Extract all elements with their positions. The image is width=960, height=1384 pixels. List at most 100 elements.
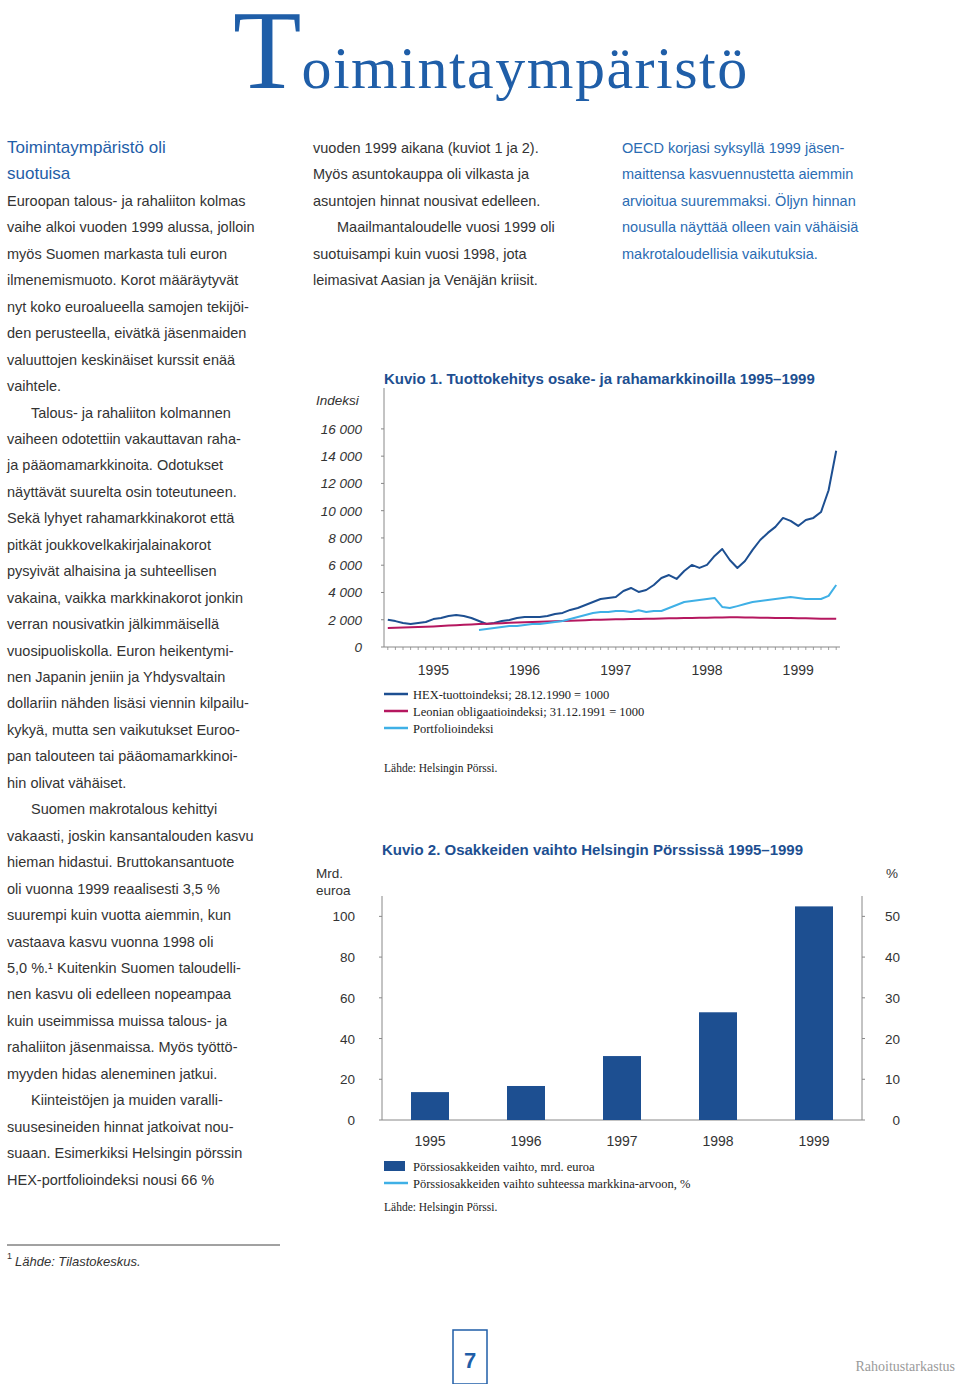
y2-axis-label: % (886, 866, 898, 881)
x-tick-label: 1997 (600, 662, 631, 678)
body-line: nyt koko euroalueella samojen tekijöi- (7, 297, 249, 317)
y2-tick-label: 20 (885, 1032, 900, 1047)
x-tick (577, 647, 578, 650)
y-tick (381, 537, 384, 538)
x-tick-label: 1999 (783, 662, 814, 678)
body-line: Kiinteistöjen ja muiden varalli- (31, 1090, 223, 1110)
x-tick (570, 647, 571, 650)
x-tick (479, 647, 480, 650)
x-tick (691, 647, 692, 650)
x-tick (433, 647, 434, 650)
bar (603, 1056, 641, 1120)
y2-axis (862, 896, 863, 1120)
y-tick-label: 12 000 (321, 476, 363, 491)
x-tick (722, 647, 723, 650)
body-line: vaihtele. (7, 376, 61, 396)
y-tick-label: 100 (332, 909, 355, 924)
y2-tick-label: 50 (885, 909, 900, 924)
title-rest: oimintaympäristö (301, 35, 748, 101)
body-line: suaan. Esimerkiksi Helsingin pörssin (7, 1143, 242, 1163)
body-line: Euroopan talous- ja rahaliiton kolmas (7, 191, 246, 211)
series-line (388, 451, 836, 624)
y-tick-label: 8 000 (328, 531, 362, 546)
body-line: myös Suomen markasta tuli euron (7, 244, 227, 264)
y-tick (379, 1079, 382, 1080)
bar (699, 1012, 737, 1120)
x-tick (729, 647, 730, 650)
x-tick (669, 647, 670, 650)
x-tick (836, 647, 837, 650)
y2-tick (862, 1079, 865, 1080)
series-line (479, 585, 836, 630)
page-title: Toimintaympäristö (233, 0, 749, 115)
x-tick (562, 647, 563, 650)
body-line: myyden hidas aleneminen jatkui. (7, 1064, 217, 1084)
body-line: suusesineiden hinnat jatkoivat nou- (7, 1117, 234, 1137)
legend-swatch (384, 710, 408, 713)
x-axis (384, 647, 840, 648)
x-tick (828, 647, 829, 650)
body-line: hieman hidastui. Bruttokansantuote (7, 852, 234, 872)
body-line: näyttävät suurelta osin toteutuneen. (7, 482, 237, 502)
chart-title: Kuvio 1. Tuottokehitys osake- ja rahamar… (384, 370, 815, 387)
x-tick (623, 647, 624, 650)
x-tick (608, 647, 609, 650)
y-tick (381, 592, 384, 593)
legend-label: Portfolioindeksi (413, 722, 494, 736)
chart-2: Kuvio 2. Osakkeiden vaihto Helsingin Pör… (316, 841, 900, 1214)
body-line: ja pääomamarkkinoita. Odotukset (7, 455, 223, 475)
body-line: den perusteella, eivätkä jäsenmaiden (7, 323, 246, 343)
body-line: vakaasti, joskin kansantalouden kasvu (7, 826, 254, 846)
x-tick (555, 647, 556, 650)
y-tick (381, 483, 384, 484)
x-tick (456, 647, 457, 650)
body-line: Myös asuntokauppa oli vilkasta ja (313, 164, 529, 184)
title-initial: T (233, 0, 301, 112)
y-axis-label-line: Mrd. (316, 866, 343, 881)
section-heading: Toimintaympäristö oli (7, 137, 166, 159)
x-tick (745, 647, 746, 650)
x-tick (600, 647, 601, 650)
x-tick (448, 647, 449, 650)
page-number: 7 (464, 1348, 476, 1373)
plot-area (411, 906, 833, 1120)
y-tick (379, 916, 382, 917)
x-tick (707, 647, 708, 650)
body-line: hin olivat vähäiset. (7, 773, 126, 793)
y2-tick (862, 916, 865, 917)
body-line: vastaava kasvu vuonna 1998 oli (7, 932, 213, 952)
publisher: Rahoitustarkastus (855, 1359, 955, 1374)
x-tick (425, 647, 426, 650)
y-tick (381, 456, 384, 457)
x-tick (524, 647, 525, 650)
bar (795, 906, 833, 1120)
section-heading: suotuisa (7, 163, 70, 185)
y-axis-label-line: euroa (316, 883, 351, 898)
x-tick (821, 647, 822, 650)
y-tick-label: 4 000 (328, 585, 362, 600)
body-line: oli vuonna 1999 reaalisesti 3,5 % (7, 879, 220, 899)
bar (411, 1092, 449, 1120)
legend-swatch (384, 693, 408, 696)
x-tick (585, 647, 586, 650)
legend-swatch (384, 727, 408, 730)
y-tick-label: 6 000 (328, 558, 362, 573)
footnote-marker: 1 (7, 1251, 12, 1261)
body-line: vaiheen odotettiin vakauttavan raha- (7, 429, 241, 449)
x-tick (501, 647, 502, 650)
body-line: OECD korjasi syksyllä 1999 jäsen- (622, 138, 844, 158)
x-tick (775, 647, 776, 650)
y-tick (379, 1120, 382, 1121)
y2-tick (862, 957, 865, 958)
legend-label: Pörssiosakkeiden vaihto suhteessa markki… (413, 1177, 690, 1191)
y2-tick (862, 1120, 865, 1121)
x-tick (813, 647, 814, 650)
body-line: leimasivat Aasian ja Venäjän kriisit. (313, 270, 538, 290)
x-tick (783, 647, 784, 650)
x-tick (387, 647, 388, 650)
x-tick (767, 647, 768, 650)
body-line: makrotaloudellisia vaikutuksia. (622, 244, 818, 264)
y-tick (381, 647, 384, 648)
x-tick (631, 647, 632, 650)
x-tick (615, 647, 616, 650)
